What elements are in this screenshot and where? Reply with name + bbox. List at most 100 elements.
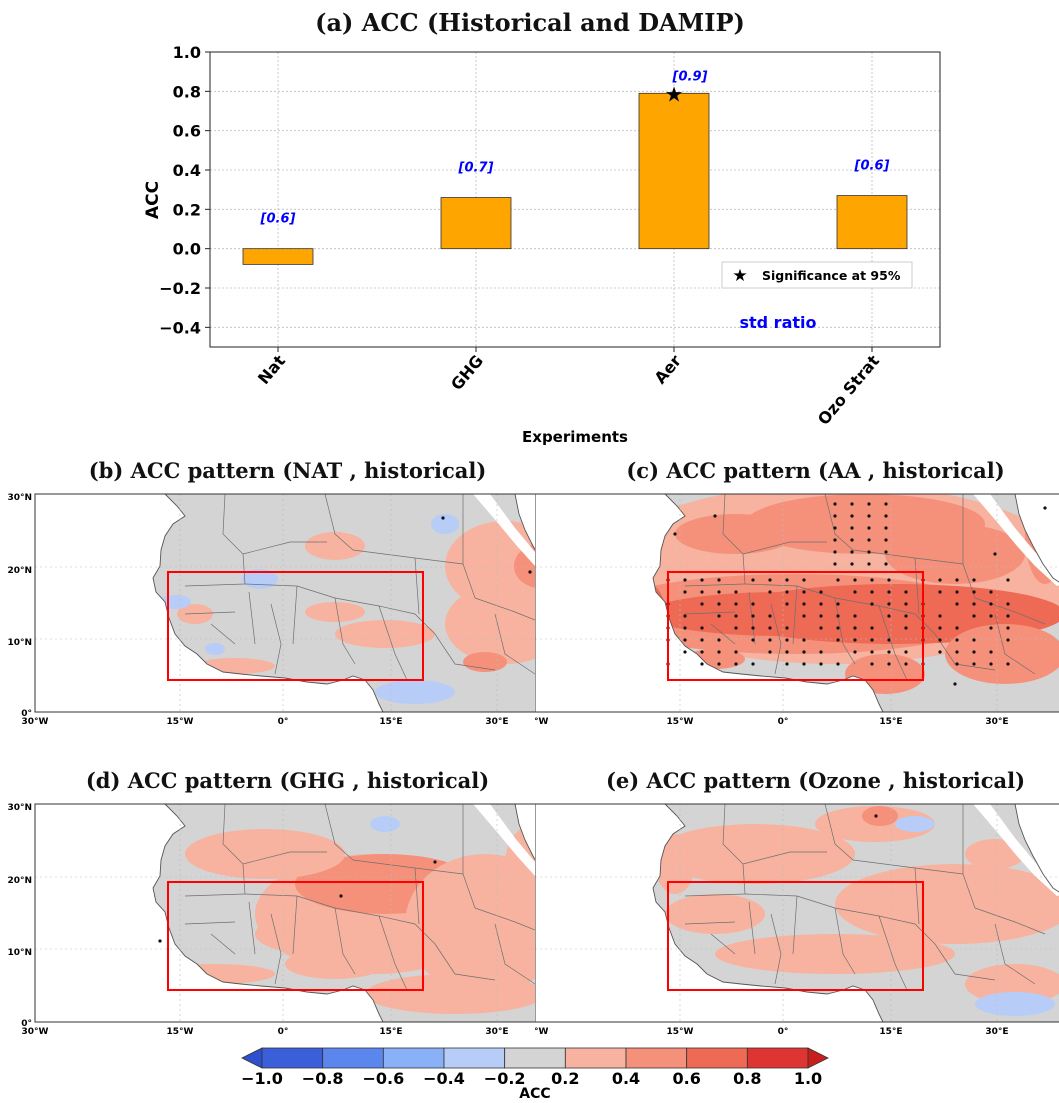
- significance-dot: [734, 650, 738, 654]
- red-sea: [973, 494, 1059, 586]
- std-ratio-label: [0.7]: [458, 161, 494, 176]
- sahel-region-box: [667, 881, 924, 991]
- significance-dot: [989, 650, 993, 654]
- lat-tick-label: 0°: [21, 709, 32, 719]
- significance-dot: [802, 614, 806, 618]
- significance-dot: [785, 590, 789, 594]
- std-ratio-label: [0.9]: [672, 69, 708, 84]
- lon-tick-label: 30°W: [535, 717, 549, 726]
- significance-dot: [853, 650, 857, 654]
- colorbar-tick-label: −0.8: [302, 1069, 344, 1088]
- significance-dot: [887, 662, 891, 666]
- bar-ytick-label: 0.2: [173, 200, 201, 219]
- bar-ytick-label: 0.8: [173, 82, 201, 101]
- acc-contour-patch: [370, 816, 400, 832]
- significance-dot: [819, 602, 823, 606]
- significance-dot: [785, 578, 789, 582]
- colorbar-tick-label: 1.0: [794, 1069, 822, 1088]
- lon-tick-label: 0°: [778, 717, 789, 726]
- significance-dots: [158, 860, 437, 943]
- bar-xtick-label: Nat: [254, 351, 289, 388]
- bar-ytick-label: 0.0: [173, 240, 201, 259]
- lon-tick-label: 30°E: [985, 717, 1008, 726]
- std-ratio-label: [0.6]: [854, 159, 890, 174]
- significance-dot: [683, 578, 687, 582]
- significance-dot: [833, 514, 837, 518]
- acc-contour-patch: [445, 584, 535, 664]
- lon-tick-label: 15°W: [667, 717, 694, 726]
- lon-tick-label: 30°E: [485, 717, 508, 726]
- significance-dot: [433, 860, 437, 864]
- significance-dot: [989, 614, 993, 618]
- significance-dot: [904, 626, 908, 630]
- significance-dot: [870, 626, 874, 630]
- acc-contour-patch: [205, 643, 225, 655]
- acc-contour-patch: [335, 620, 435, 648]
- lon-tick-label: 30°E: [485, 1027, 508, 1036]
- significance-dot: [833, 502, 837, 506]
- significance-dot: [1006, 638, 1010, 642]
- significance-dot: [836, 578, 840, 582]
- significance-dot: [853, 578, 857, 582]
- colorbar-segment: [443, 1047, 506, 1069]
- significance-dot: [700, 638, 704, 642]
- map-aa: 30°N20°N10°N0°30°W15°W0°15°E30°E: [535, 493, 1059, 726]
- significance-dot: [884, 502, 888, 506]
- significance-dot: [989, 590, 993, 594]
- colorbar-segment: [504, 1047, 566, 1069]
- bar-ghg: [440, 197, 512, 250]
- lon-tick-label: 15°E: [879, 717, 902, 726]
- map-ozone: 30°N20°N10°N0°30°W15°W0°15°E30°E: [535, 803, 1059, 1036]
- significance-dot: [1006, 602, 1010, 606]
- coastline: [652, 493, 1059, 713]
- significance-dot: [850, 538, 854, 542]
- significance-dot: [989, 662, 993, 666]
- significance-dot: [158, 939, 162, 943]
- acc-contour-patch: [975, 992, 1055, 1016]
- significance-dot: [683, 650, 687, 654]
- lon-tick-label: 0°: [278, 717, 289, 726]
- significance-dot: [850, 514, 854, 518]
- significance-dot: [751, 638, 755, 642]
- colorbar-tick-label: 0.8: [733, 1069, 761, 1088]
- lat-tick-label: 0°: [21, 1019, 32, 1029]
- lat-tick-label: 30°N: [7, 803, 32, 813]
- lon-tick-label: 30°W: [22, 1027, 49, 1036]
- bar-ytick-label: 0.6: [173, 122, 201, 141]
- significance-dot: [955, 662, 959, 666]
- bar-ytick-label: 1.0: [173, 43, 201, 62]
- significance-dot: [904, 602, 908, 606]
- lon-tick-label: 15°W: [167, 717, 194, 726]
- colorbar-segment: [261, 1047, 324, 1069]
- significance-dot: [700, 662, 704, 666]
- country-borders: [184, 804, 535, 991]
- colorbar-segment: [625, 1047, 688, 1069]
- significance-dot: [751, 602, 755, 606]
- colorbar-segment: [564, 1047, 627, 1069]
- significance-dot: [700, 590, 704, 594]
- significance-star-icon: ★: [665, 82, 684, 106]
- acc-contour-patch: [463, 652, 507, 672]
- significance-dot: [819, 614, 823, 618]
- significance-dot: [683, 614, 687, 618]
- significance-dot: [836, 638, 840, 642]
- significance-dot: [768, 626, 772, 630]
- significance-dot: [751, 614, 755, 618]
- lat-tick-label: 30°N: [7, 493, 32, 503]
- lon-tick-label: 30°W: [535, 1027, 549, 1036]
- significance-dot: [683, 638, 687, 642]
- bar-chart-title: (a) ACC (Historical and DAMIP): [315, 8, 745, 37]
- significance-dot: [751, 662, 755, 666]
- significance-dot: [938, 590, 942, 594]
- map-frame: [535, 803, 1059, 1023]
- acc-contour-patch: [177, 604, 213, 624]
- bar-chart: 1.0 0.8 0.6 0.4 0.2 0.0 −0.2 −0.4 [0.6] [0.7] [0.…: [143, 43, 941, 446]
- significance-dot: [802, 590, 806, 594]
- significance-dot: [802, 602, 806, 606]
- map-d-title: (d) ACC pattern (GHG , historical): [85, 768, 490, 793]
- significance-dot: [700, 578, 704, 582]
- significance-dot: [867, 562, 871, 566]
- significance-dot: [870, 590, 874, 594]
- acc-contour-patch: [835, 864, 1059, 944]
- acc-contour-patch: [675, 514, 795, 554]
